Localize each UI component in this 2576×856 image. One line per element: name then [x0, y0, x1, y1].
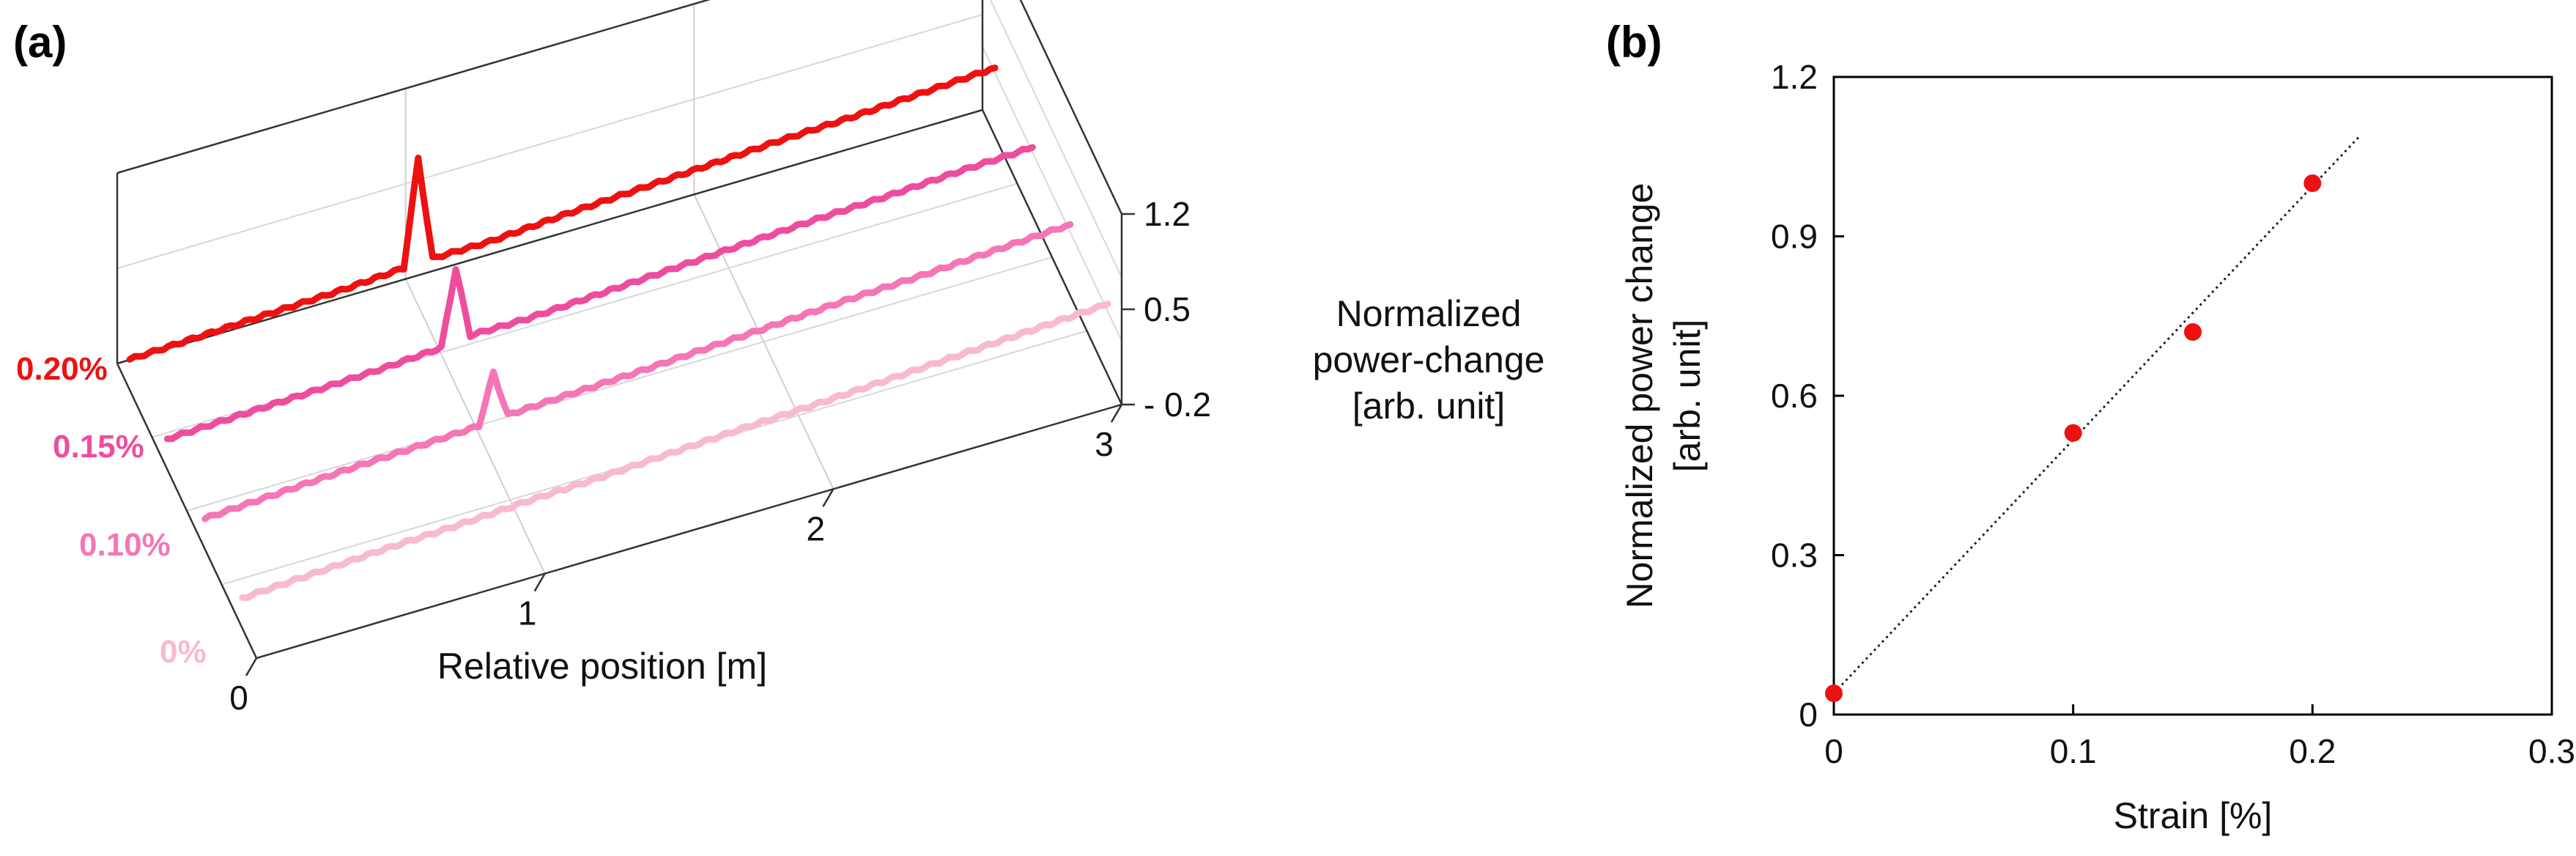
trendline-segment — [1832, 134, 2361, 695]
y-tick-label: 0.6 — [1771, 377, 1818, 415]
panel-b-label: (b) — [1606, 18, 1662, 67]
scatter-chart: 0 0.1 0.2 0.3 0 0.3 0.6 0.9 1.2 Strain [… — [1619, 58, 2575, 836]
floor-grid-line — [186, 257, 1053, 512]
y-tick-label: 0 — [1799, 696, 1818, 734]
z-axis-title-line2: power-change — [1313, 339, 1545, 380]
x-tick-label: 0.1 — [2050, 732, 2097, 770]
axis-frame-line — [981, 109, 1123, 405]
z-tick-label: 1.2 — [1144, 195, 1191, 233]
series-trace — [239, 300, 1111, 602]
y-axis-title-line1: Normalized power change — [1619, 183, 1660, 609]
z-axis-title-line1: Normalized — [1336, 293, 1522, 334]
axis-ticks — [1832, 75, 2553, 716]
y-tick-label: 0.9 — [1771, 218, 1818, 256]
waterfall-texts: 0 1 2 3 1.2 0.5 - 0.2 Relative position … — [16, 195, 1544, 717]
y-tick-label: 1.2 — [1771, 58, 1818, 96]
x-tick-label: 0.3 — [2528, 732, 2575, 770]
axis-frame-line — [116, 108, 983, 365]
x-tick-label: 2 — [807, 509, 826, 547]
axis-frame-line — [1019, 0, 1123, 215]
series-trace — [163, 144, 1036, 443]
side-grid-line — [989, 0, 1122, 278]
z-tick-label: 0.5 — [1144, 290, 1191, 328]
axis-tick-labels: 0 0.1 0.2 0.3 0 0.3 0.6 0.9 1.2 — [1771, 58, 2575, 770]
axis-frame-line — [256, 403, 1122, 660]
x-tick-label: 0 — [229, 679, 248, 717]
waterfall-box — [116, 0, 1135, 676]
series-label-015: 0.15% — [53, 429, 144, 465]
x-tick-mark — [245, 657, 258, 676]
series-label-020: 0.20% — [16, 351, 108, 387]
series-label-010: 0.10% — [79, 527, 171, 563]
axis-frame-line — [116, 363, 258, 659]
x-tick-label: 0 — [1824, 732, 1843, 770]
x-tick-label: 1 — [518, 594, 537, 632]
back-grid-line — [116, 14, 983, 269]
x-axis-title: Strain [%] — [2114, 795, 2273, 836]
data-point — [2064, 424, 2082, 442]
x-tick-mark — [1110, 404, 1123, 423]
data-point — [1825, 685, 1843, 702]
z-axis-title-line3: [arb. unit] — [1352, 385, 1505, 427]
series-trace — [201, 221, 1074, 523]
y-axis-title-line2: [arb. unit] — [1667, 320, 1708, 472]
axis-frame-line — [116, 0, 711, 174]
z-tick-label: - 0.2 — [1144, 385, 1211, 424]
trendline — [1832, 134, 2361, 695]
data-point — [2303, 174, 2322, 192]
waterfall-traces — [126, 64, 1111, 602]
x-tick-mark — [533, 573, 546, 592]
data-point — [2184, 323, 2202, 341]
series-trace — [126, 64, 999, 363]
x-axis-title: Relative position [m] — [437, 646, 767, 687]
y-tick-label: 0.3 — [1771, 536, 1818, 575]
side-grid-line — [982, 45, 1122, 342]
waterfall-chart: 0 1 2 3 1.2 0.5 - 0.2 Relative position … — [16, 0, 1544, 717]
plot-frame — [1832, 75, 2553, 716]
series-label-0: 0% — [160, 634, 207, 670]
x-tick-label: 0.2 — [2289, 732, 2336, 770]
data-points — [1825, 174, 2322, 702]
x-tick-mark — [822, 488, 834, 507]
panel-a-label: (a) — [13, 18, 67, 67]
x-tick-label: 3 — [1095, 425, 1114, 463]
